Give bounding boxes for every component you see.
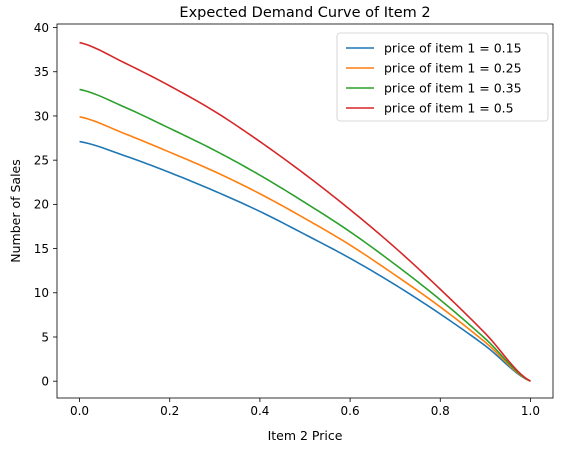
y-tick-label: 10 bbox=[34, 286, 49, 300]
y-tick-label: 5 bbox=[41, 330, 49, 344]
y-axis: 0 5 10 15 20 25 30 35 40 bbox=[34, 21, 57, 389]
x-tick-label: 0.2 bbox=[160, 404, 179, 418]
y-tick-label: 0 bbox=[41, 375, 49, 389]
series-line-4 bbox=[79, 41, 531, 382]
y-axis-label: Number of Sales bbox=[8, 159, 23, 262]
legend-label: price of item 1 = 0.15 bbox=[384, 41, 522, 56]
x-tick-label: 0.8 bbox=[431, 404, 450, 418]
x-tick-label: 0.4 bbox=[250, 404, 269, 418]
x-axis: 0.0 0.2 0.4 0.6 0.8 1.0 bbox=[70, 398, 540, 418]
series-line-1 bbox=[79, 140, 531, 382]
chart-title: Expected Demand Curve of Item 2 bbox=[179, 5, 430, 21]
y-tick-label: 20 bbox=[34, 198, 49, 212]
x-axis-label: Item 2 Price bbox=[268, 428, 343, 443]
y-tick-label: 30 bbox=[34, 109, 49, 123]
plot-area bbox=[79, 41, 531, 382]
y-tick-label: 25 bbox=[34, 153, 49, 167]
x-tick-label: 0.0 bbox=[70, 404, 89, 418]
x-tick-label: 1.0 bbox=[521, 404, 540, 418]
legend-label: price of item 1 = 0.25 bbox=[384, 61, 522, 76]
legend: price of item 1 = 0.15 price of item 1 = … bbox=[336, 32, 549, 122]
y-tick-label: 35 bbox=[34, 65, 49, 79]
x-tick-label: 0.6 bbox=[341, 404, 360, 418]
series-line-3 bbox=[79, 88, 531, 382]
legend-label: price of item 1 = 0.35 bbox=[384, 81, 522, 96]
y-tick-label: 15 bbox=[34, 242, 49, 256]
legend-label: price of item 1 = 0.5 bbox=[384, 101, 514, 116]
legend-box bbox=[336, 32, 549, 122]
plot-frame bbox=[56, 23, 554, 399]
series-line-2 bbox=[79, 116, 531, 382]
y-tick-label: 40 bbox=[34, 21, 49, 35]
